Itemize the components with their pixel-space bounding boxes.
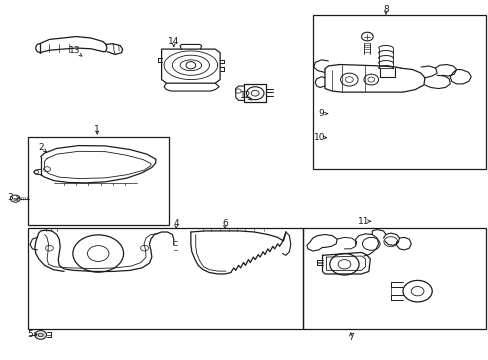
Text: 3: 3: [7, 193, 13, 202]
Bar: [303, 228, 485, 329]
Bar: [27, 228, 303, 329]
Text: 7: 7: [347, 333, 353, 342]
Text: 13: 13: [69, 46, 81, 55]
Text: 14: 14: [168, 37, 179, 46]
Text: 9: 9: [318, 109, 324, 118]
Text: 12: 12: [239, 91, 251, 100]
Bar: [27, 137, 168, 225]
Text: 6: 6: [222, 219, 227, 228]
Text: 4: 4: [173, 219, 179, 228]
Text: 11: 11: [358, 217, 369, 226]
Bar: [312, 15, 485, 169]
Text: 8: 8: [382, 5, 388, 14]
Text: 2: 2: [38, 143, 43, 152]
Text: 5: 5: [27, 330, 33, 339]
Text: 10: 10: [314, 133, 325, 142]
Text: 1: 1: [94, 125, 100, 134]
